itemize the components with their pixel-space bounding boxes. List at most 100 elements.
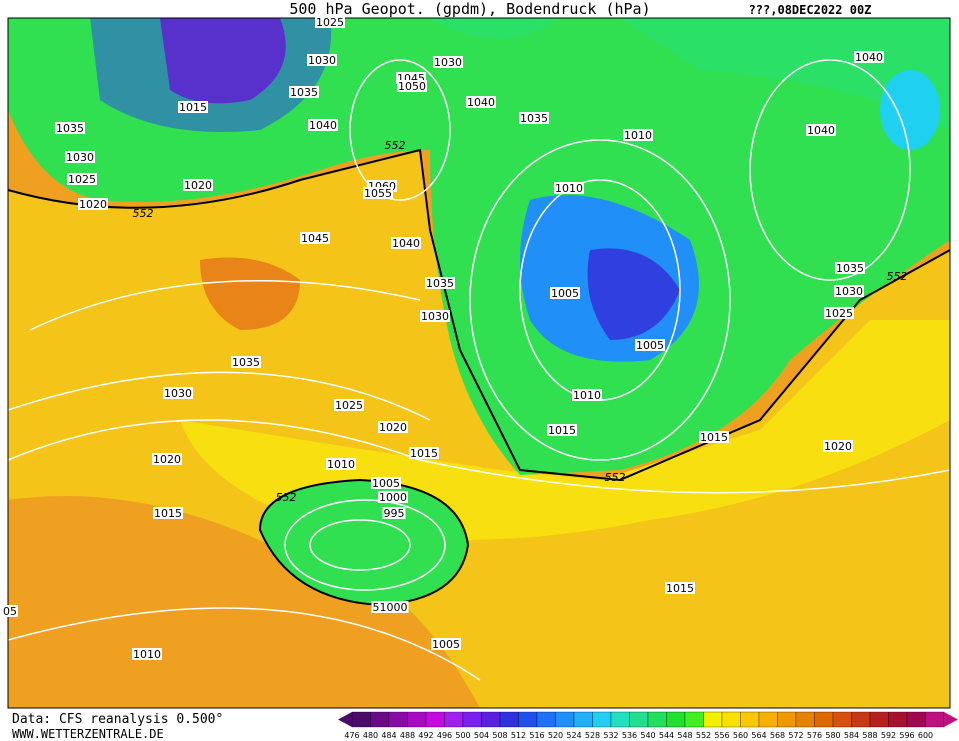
legend-swatch — [740, 711, 760, 728]
label-bg — [433, 56, 463, 68]
legend-label: 496 — [437, 731, 452, 740]
legend-swatch — [851, 711, 871, 728]
legend-swatch — [832, 711, 852, 728]
legend-swatch — [536, 711, 556, 728]
label-bg — [635, 339, 665, 351]
label-bg — [163, 387, 193, 399]
isobar-label: 1035 — [836, 262, 864, 275]
isobar-label: 1040 — [309, 119, 337, 132]
map-field — [7, 18, 951, 708]
label-bg — [554, 182, 584, 194]
isobar-label: 1040 — [855, 51, 883, 64]
legend-label: 532 — [603, 731, 618, 740]
legend-label: 596 — [899, 731, 914, 740]
site: WWW.WETTERZENTRALE.DE — [12, 727, 164, 741]
label-bg — [431, 638, 461, 650]
label-bg — [547, 424, 577, 436]
isobar-label: 1035 — [56, 122, 84, 135]
label-bg — [371, 601, 409, 613]
legend-swatch — [721, 711, 741, 728]
isobar-label: 1030 — [66, 151, 94, 164]
label-bg — [363, 187, 393, 199]
isobar-label: 1015 — [179, 101, 207, 114]
legend-label: 560 — [733, 731, 748, 740]
isobar-label: 1035 — [232, 356, 260, 369]
legend-swatch — [610, 711, 630, 728]
isobar-label: 1010 — [624, 129, 652, 142]
color-legend: 476 480 484 488 492 496 500 504 508 512 516 520 524 5… — [338, 711, 958, 740]
legend-swatch — [592, 711, 612, 728]
legend-label: 520 — [548, 731, 563, 740]
isobar-label: 1020 — [153, 453, 181, 466]
isobar-label: 1015 — [666, 582, 694, 595]
legend-swatch — [388, 711, 408, 728]
legend-arrow-right — [944, 712, 958, 727]
legend-swatch — [481, 711, 501, 728]
map-frame — [7, 17, 951, 709]
legend-label: 588 — [862, 731, 877, 740]
label-bg — [824, 307, 854, 319]
label-bg — [65, 151, 95, 163]
label-bg — [78, 198, 108, 210]
legend-swatch — [777, 711, 797, 728]
label-bg — [519, 112, 549, 124]
label-bg — [397, 80, 427, 92]
isobar-label: 1040 — [392, 237, 420, 250]
legend-label: 528 — [585, 731, 600, 740]
legend-swatch — [518, 711, 538, 728]
legend-label: 488 — [400, 731, 415, 740]
isobar-label: 1005 — [636, 339, 664, 352]
legend-swatch — [888, 711, 908, 728]
label-bg — [382, 507, 406, 519]
label-bg — [466, 96, 496, 108]
isobar-label: 1055 — [364, 187, 392, 200]
isobar-label: 1020 — [379, 421, 407, 434]
label-bg — [623, 129, 653, 141]
isobar-label: 1020 — [184, 179, 212, 192]
legend-arrow-left — [338, 712, 352, 727]
legend-label: 572 — [788, 731, 803, 740]
isobar-label: 1025 — [825, 307, 853, 320]
legend-label: 548 — [677, 731, 692, 740]
legend-label: 524 — [566, 731, 581, 740]
isobar-label: 1030 — [421, 310, 449, 323]
legend-label: 512 — [511, 731, 526, 740]
label-bg — [178, 101, 208, 113]
isobar-label: 552 — [276, 491, 297, 504]
label-bg — [308, 119, 338, 131]
isobar-label: 1050 — [398, 80, 426, 93]
label-bg — [231, 356, 261, 368]
isobar-label: 1005 — [372, 477, 400, 490]
isobar-label: 1025 — [335, 399, 363, 412]
label-bg — [315, 16, 345, 28]
legend-swatch — [906, 711, 926, 728]
isobar-label: 1025 — [68, 173, 96, 186]
isobar-label: 1000 — [379, 491, 407, 504]
label-bg — [289, 86, 319, 98]
isobar-label: 1035 — [426, 277, 454, 290]
label-bg — [378, 421, 408, 433]
isobar-label: 1015 — [154, 507, 182, 520]
legend-swatch — [462, 711, 482, 728]
legend-swatch — [684, 711, 704, 728]
legend-swatch — [573, 711, 593, 728]
legend-label: 504 — [474, 731, 489, 740]
legend-label: 592 — [881, 731, 896, 740]
isobar-label: 1015 — [410, 447, 438, 460]
legend-swatch — [407, 711, 427, 728]
label-bg — [806, 124, 836, 136]
legend-label: 584 — [844, 731, 859, 740]
legend-label: 516 — [529, 731, 544, 740]
legend-label: 544 — [659, 731, 674, 740]
label-bg — [409, 447, 439, 459]
label-bg — [300, 232, 330, 244]
legend-swatch — [666, 711, 686, 728]
isobar-label: 1015 — [548, 424, 576, 437]
label-bg — [183, 179, 213, 191]
legend-swatch — [425, 711, 445, 728]
isobar-label: 1030 — [164, 387, 192, 400]
label-bg — [2, 605, 18, 617]
isobar-label: 1020 — [824, 440, 852, 453]
isobar-label: 1010 — [555, 182, 583, 195]
